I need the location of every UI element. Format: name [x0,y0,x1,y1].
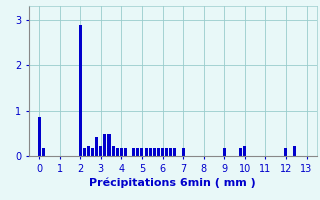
Bar [292,146,296,156]
Bar [153,148,156,156]
Bar [132,148,135,156]
Bar [124,148,127,156]
Bar [161,148,164,156]
Bar [87,146,90,156]
Bar [42,148,45,156]
Bar [173,148,176,156]
Bar [148,148,152,156]
Bar [136,148,140,156]
Bar [37,117,41,156]
Bar [165,148,168,156]
Bar [79,25,82,156]
Bar [145,148,148,156]
Bar [91,148,94,156]
X-axis label: Précipitations 6min ( mm ): Précipitations 6min ( mm ) [89,178,256,188]
Bar [108,134,111,156]
Bar [239,148,242,156]
Bar [243,146,246,156]
Bar [116,148,119,156]
Bar [83,148,86,156]
Bar [284,148,287,156]
Bar [169,148,172,156]
Bar [223,148,226,156]
Bar [103,134,107,156]
Bar [120,148,123,156]
Bar [140,148,143,156]
Bar [95,137,98,156]
Bar [181,148,185,156]
Bar [99,146,102,156]
Bar [157,148,160,156]
Bar [112,146,115,156]
